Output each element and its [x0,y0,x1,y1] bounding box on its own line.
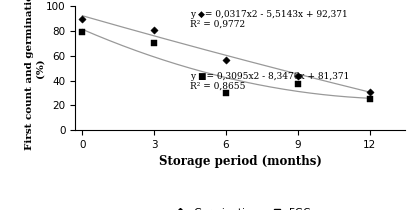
Point [79,31,86,34]
Point [294,83,301,86]
Text: y ■= 0,3095x2 - 8,3476x + 81,371: y ■= 0,3095x2 - 8,3476x + 81,371 [190,72,349,81]
Point [294,74,301,77]
Point [366,90,373,93]
Text: R² = 0,9772: R² = 0,9772 [190,20,245,29]
Point [151,28,158,31]
Legend: Germination, FGC: Germination, FGC [166,203,315,210]
Point [79,17,86,20]
Point [366,97,373,101]
Text: R² = 0,8655: R² = 0,8655 [190,82,246,91]
Point [223,58,229,61]
Text: y ◆= 0,0317x2 - 5,5143x + 92,371: y ◆= 0,0317x2 - 5,5143x + 92,371 [190,10,348,19]
Point [223,91,229,95]
X-axis label: Storage period (months): Storage period (months) [159,155,322,168]
Y-axis label: First count and germination
(%): First count and germination (%) [25,0,44,150]
Point [151,42,158,45]
